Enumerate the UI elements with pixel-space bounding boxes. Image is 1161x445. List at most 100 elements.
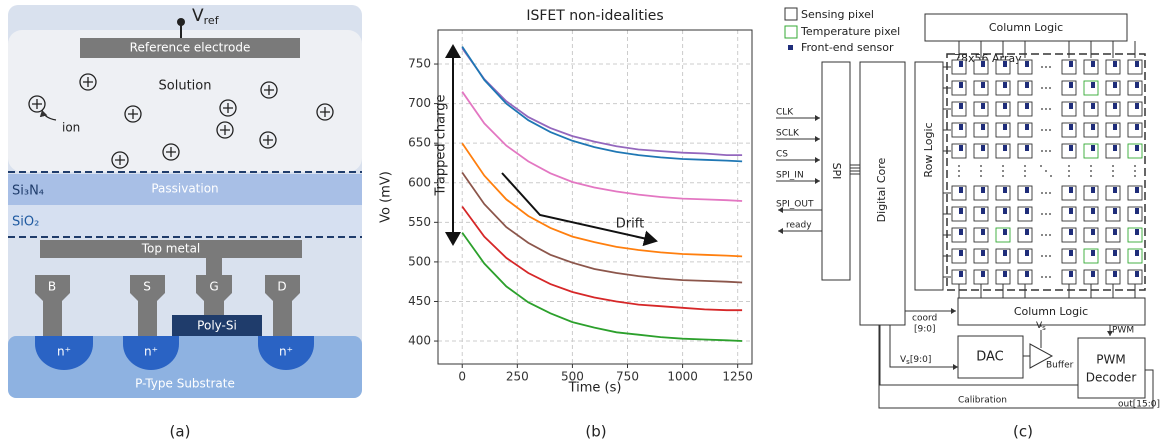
- front-end-sensor: [1091, 271, 1095, 277]
- panel-a: Vref Reference electrode Solution ion Si…: [8, 5, 362, 398]
- pixel-array: [943, 41, 1143, 298]
- front-end-sensor: [959, 250, 963, 256]
- front-end-sensor: [981, 82, 985, 88]
- y-axis-label: Vo (mV): [379, 171, 394, 223]
- front-end-sensor: [1113, 145, 1117, 151]
- y-tick-label: 600: [408, 175, 431, 189]
- front-end-sensor: [1135, 208, 1139, 214]
- shape: [123, 336, 179, 370]
- shape: [265, 275, 300, 337]
- ellipsis-dot: [1045, 87, 1047, 89]
- ellipsis-dot: [1040, 165, 1042, 167]
- front-end-sensor: [981, 103, 985, 109]
- ion-sign: [32, 99, 42, 109]
- ellipsis-dot: [1045, 108, 1047, 110]
- front-end-sensor: [1135, 82, 1139, 88]
- ellipsis-dot: [1002, 165, 1004, 167]
- block-label: Row Logic: [922, 122, 935, 177]
- front-end-sensor: [959, 229, 963, 235]
- shape: [889, 325, 958, 370]
- ion-sign: [263, 135, 273, 145]
- ellipsis-dot: [1045, 255, 1047, 257]
- legend-label: Front-end sensor: [801, 41, 894, 54]
- ellipsis-dot: [1045, 129, 1047, 131]
- passivation-label: Passivation: [151, 182, 218, 196]
- front-end-sensor: [1025, 124, 1029, 130]
- front-end-sensor: [1135, 250, 1139, 256]
- ion: [260, 81, 278, 99]
- front-end-sensor: [981, 271, 985, 277]
- plot-frame: [437, 29, 753, 365]
- line-series: [461, 142, 743, 258]
- ion-sign: [264, 85, 274, 95]
- shape: [177, 18, 185, 26]
- front-end-sensor: [1069, 61, 1073, 67]
- shape: [1077, 337, 1146, 399]
- shape: [957, 335, 1024, 379]
- ellipsis-dot: [1090, 165, 1092, 167]
- shape: [8, 30, 362, 172]
- front-end-sensor: [1069, 124, 1073, 130]
- ion-sign: [115, 155, 125, 165]
- ellipsis-dot: [1041, 87, 1043, 89]
- ellipsis-dot: [1134, 165, 1136, 167]
- front-end-sensor: [981, 145, 985, 151]
- ion: [219, 99, 237, 117]
- shape: [196, 258, 232, 315]
- ellipsis-dot: [1041, 276, 1043, 278]
- front-end-sensor: [959, 124, 963, 130]
- ion-sign: [320, 107, 330, 117]
- line-series: [461, 91, 743, 202]
- shape: [821, 61, 851, 281]
- shape: [850, 164, 860, 175]
- front-end-sensor: [1003, 124, 1007, 130]
- caption: (b): [585, 423, 606, 441]
- front-end-sensor: [1113, 271, 1117, 277]
- front-end-sensor: [1135, 187, 1139, 193]
- ellipsis-dot: [1049, 66, 1051, 68]
- signal-label: Calibration: [958, 396, 1007, 406]
- panel-c: Sensing pixel Temperature pixel Front-en…: [776, 7, 1160, 410]
- ion-sign: [166, 147, 176, 157]
- ellipsis-dot: [1041, 150, 1043, 152]
- panel-b: ISFET non-idealities Time (s) Vo (mV) 40…: [379, 8, 753, 396]
- signal-subscript: s: [906, 358, 910, 366]
- front-end-sensor: [1091, 187, 1095, 193]
- n-plus-label: n⁺: [57, 345, 71, 359]
- front-end-sensor: [1069, 103, 1073, 109]
- ellipsis-dot: [980, 170, 982, 172]
- front-end-sensor: [1025, 145, 1029, 151]
- shape: [914, 61, 944, 291]
- ellipsis-dot: [1045, 276, 1047, 278]
- x-tick-label: 750: [616, 370, 639, 384]
- ellipsis-dot: [1112, 170, 1114, 172]
- ellipsis-dot: [958, 170, 960, 172]
- line-series: [461, 47, 743, 156]
- ellipsis-dot: [1049, 234, 1051, 236]
- ellipsis-dot: [1041, 66, 1043, 68]
- x-tick-label: 1000: [667, 370, 698, 384]
- n-plus-label: n⁺: [144, 345, 158, 359]
- ion: [259, 131, 277, 149]
- ion-sign: [223, 103, 233, 113]
- vref-symbol: V: [192, 6, 204, 26]
- ion: [28, 95, 46, 113]
- ion-sign: [220, 125, 230, 135]
- shape: [784, 25, 798, 39]
- ion: [216, 121, 234, 139]
- y-tick-label: 650: [408, 136, 431, 150]
- ellipsis-dot: [1041, 213, 1043, 215]
- ellipsis-dot: [1024, 175, 1026, 177]
- terminal-label: B: [48, 280, 56, 294]
- annotation: Trapped charge: [434, 95, 449, 197]
- ion: [124, 105, 142, 123]
- front-end-sensor: [1135, 124, 1139, 130]
- terminal-label: S: [143, 280, 151, 294]
- front-end-sensor: [1003, 229, 1007, 235]
- line-series: [461, 171, 743, 284]
- front-end-sensor: [959, 271, 963, 277]
- ellipsis-dot: [1041, 129, 1043, 131]
- ellipsis-dot: [1002, 170, 1004, 172]
- front-end-sensor: [1003, 82, 1007, 88]
- x-tick-label: 500: [561, 370, 584, 384]
